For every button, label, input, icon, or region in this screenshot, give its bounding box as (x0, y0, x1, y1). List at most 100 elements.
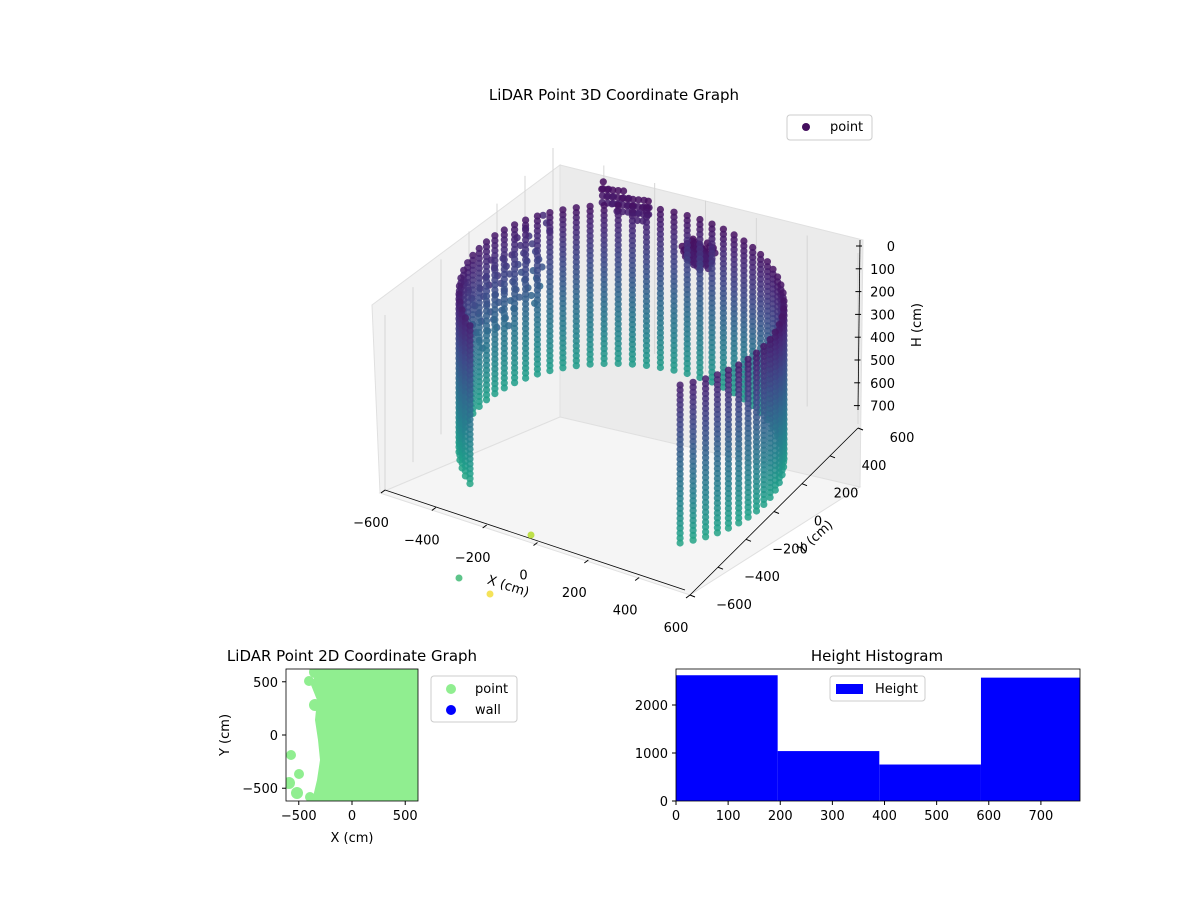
data-point (696, 354, 704, 362)
data-point (614, 226, 622, 234)
data-point (572, 302, 580, 310)
data-point (740, 286, 748, 294)
data-point (775, 321, 783, 329)
data-point (482, 277, 491, 285)
x-tick-mark (685, 594, 691, 599)
data-point (491, 390, 499, 398)
data-point (735, 465, 743, 473)
data-point (533, 251, 542, 260)
data-point (572, 209, 580, 217)
data-point (744, 464, 752, 472)
data-point (683, 251, 691, 259)
data-point (766, 340, 774, 348)
data-point (533, 237, 542, 245)
data-point (696, 324, 704, 332)
data-point (670, 366, 678, 374)
data-point (500, 305, 508, 313)
data-point (475, 269, 483, 277)
data-point (766, 479, 774, 487)
data-point (475, 254, 483, 262)
data-point (656, 265, 665, 273)
data-point (670, 322, 678, 330)
data-point (491, 241, 499, 250)
data-point (546, 263, 554, 271)
y-ticks-hist: 0 1000 2000 (635, 699, 676, 810)
data-point (642, 238, 651, 246)
data-point (628, 355, 637, 363)
data-point (656, 225, 665, 233)
data-point (522, 246, 530, 254)
y-tick-label: 400 (862, 459, 887, 474)
data-point (475, 402, 483, 410)
z-axis-label-3d: H (cm) (910, 303, 925, 347)
data-point (500, 236, 508, 244)
data-point (656, 210, 665, 218)
data-point (689, 467, 697, 475)
data-point (744, 365, 752, 373)
data-point (475, 378, 483, 386)
data-point (724, 376, 733, 384)
data-point (586, 212, 594, 220)
data-point (708, 279, 716, 287)
data-point (522, 275, 530, 283)
chart-2d: LiDAR Point 2D Coordinate Graph −500 0 500… (218, 647, 518, 846)
data-point (510, 369, 519, 377)
legend-label-wall: wall (475, 703, 501, 718)
data-point (656, 358, 665, 367)
data-point (466, 440, 474, 448)
x-tick-label: 0 (672, 809, 680, 824)
data-point (702, 533, 710, 541)
data-point (696, 285, 704, 293)
data-point (533, 330, 542, 339)
data-point (683, 369, 691, 378)
data-point (600, 340, 608, 348)
data-point (724, 514, 733, 522)
data-point (559, 206, 567, 214)
data-point (689, 536, 697, 544)
data-point (572, 233, 580, 241)
y-axis-label-2d: Y (cm) (218, 714, 233, 757)
x-tick-label: 500 (924, 809, 949, 824)
data-point (500, 320, 508, 328)
legend-marker-point (802, 123, 810, 131)
data-point (696, 299, 704, 307)
data-point (724, 485, 733, 493)
data-point (656, 349, 665, 357)
data-point (510, 231, 519, 239)
data-point (572, 362, 580, 370)
data-point (491, 320, 499, 329)
y-tick-mark (801, 483, 808, 487)
data-point (752, 467, 761, 476)
data-point (702, 399, 710, 408)
data-point (696, 245, 704, 253)
data-point (559, 304, 567, 313)
x-tick-label: 600 (664, 621, 689, 636)
data-point (466, 455, 474, 463)
data-point (702, 409, 710, 417)
data-point (689, 437, 697, 446)
data-point (533, 321, 542, 329)
chart-3d: LiDAR Point 3D Coordinate Graph −600 −400… (353, 86, 925, 636)
x-tick-label: 700 (1028, 809, 1053, 824)
data-point (614, 236, 622, 244)
data-point (600, 246, 608, 254)
data-point (500, 290, 508, 298)
data-point (628, 316, 637, 324)
data-point (740, 326, 748, 334)
data-point (696, 215, 704, 224)
data-point (642, 228, 651, 236)
data-point (689, 521, 697, 530)
data-point (676, 386, 684, 394)
data-point (600, 315, 608, 323)
data-point (600, 261, 608, 269)
data-point (702, 439, 710, 447)
data-point (628, 202, 637, 210)
data-point (546, 253, 554, 261)
data-point (757, 275, 765, 283)
data-point (614, 280, 622, 288)
data-point (763, 287, 772, 295)
data-point (466, 386, 474, 394)
data-point (719, 339, 728, 347)
data-point (628, 256, 637, 264)
